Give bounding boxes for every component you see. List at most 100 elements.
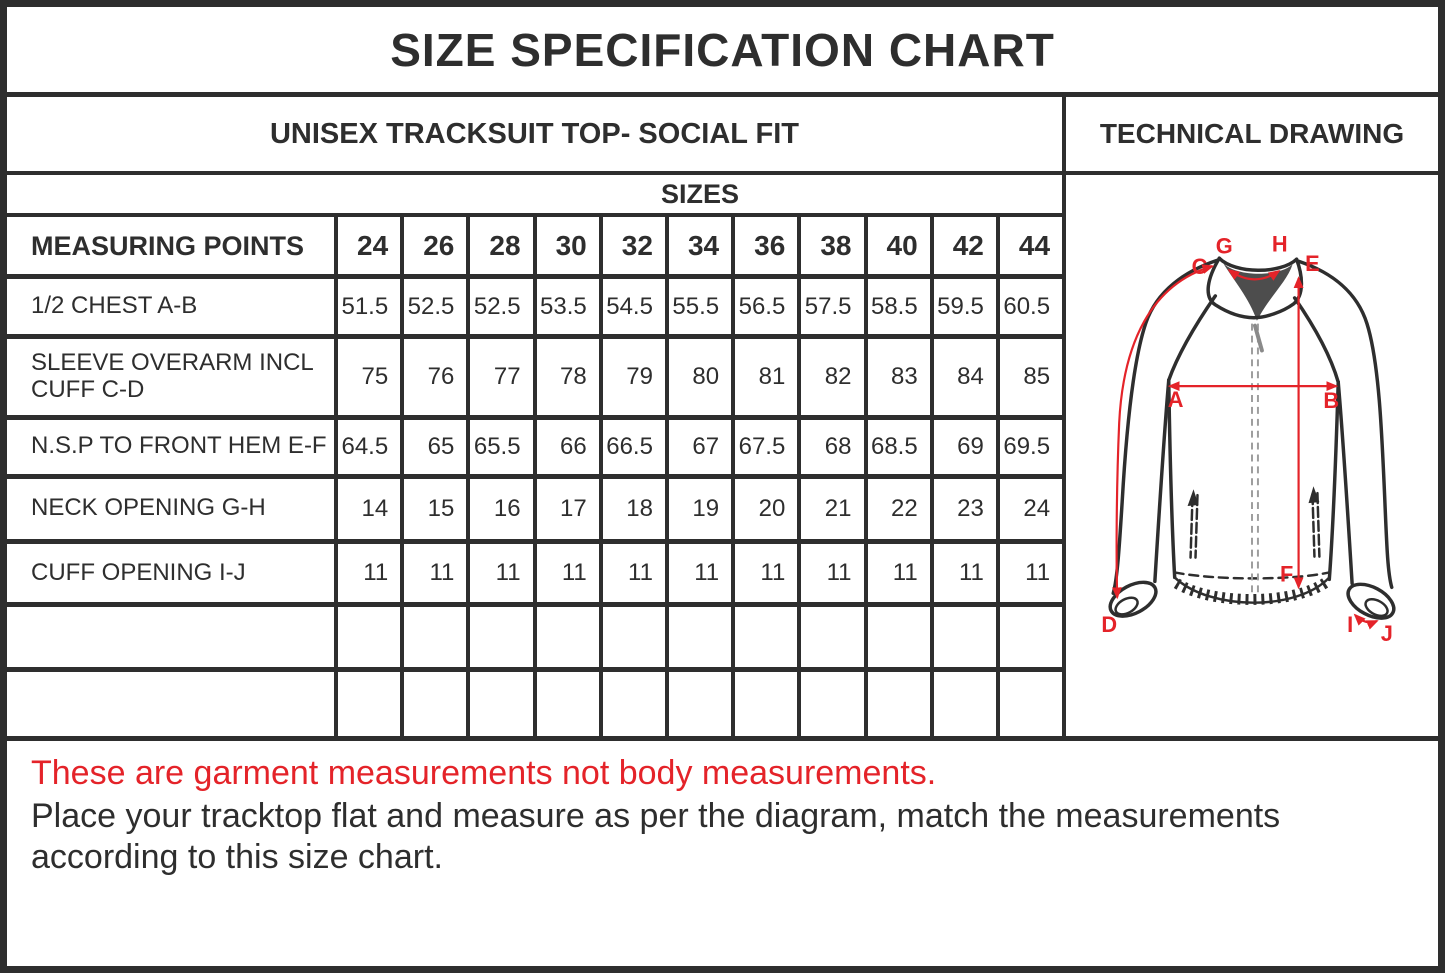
point-label-b: B [1323,388,1339,413]
point-label-h: H [1272,231,1288,256]
measurement-value-cell: 51.5 [334,279,400,334]
measuring-point-label: SLEEVE OVERARM INCL CUFF C-D [31,349,313,403]
zipper-pull [1252,323,1264,353]
measurement-value-cell: 11 [598,543,665,603]
measurement-value-cell: 18 [598,478,665,539]
measuring-instruction: Place your tracktop flat and measure as … [31,796,1281,876]
measurement-value-cell: 78 [532,338,599,416]
size-table: SIZES MEASURING POINTS 24 26 28 30 32 34 36 38 40… [7,175,1062,736]
measure-line-g-h [1227,268,1281,281]
size-column-header: 34 [664,217,731,275]
measurement-value-cell: 11 [929,543,996,603]
measurement-value-cell: 67 [664,420,731,474]
measurement-value-cell: 11 [400,543,466,603]
size-column-header: 36 [731,217,797,275]
measurement-value-cell [863,671,930,736]
left-raglan-seam [1167,294,1218,382]
sizes-header-row: SIZES [7,175,1062,217]
measurement-value-cell: 79 [598,338,665,416]
right-body-side [1327,380,1340,582]
left-sleeve-inner [1153,378,1171,584]
measurement-value-cell: 52.5 [400,279,466,334]
size-column-header: 40 [863,217,930,275]
sizes-header: SIZES [660,179,740,209]
measuring-points-header: MEASURING POINTS [31,230,305,261]
measurement-value-cell: 76 [400,338,466,416]
measurement-value-cell: 85 [995,338,1062,416]
measurement-value-cell: 21 [797,478,863,539]
measurement-value-cell: 24 [995,478,1062,539]
measurement-value-cell: 11 [466,543,532,603]
measuring-point-label: N.S.P TO FRONT HEM E-F [31,432,327,460]
measurement-value-cell: 75 [334,338,400,416]
measuring-point-label: NECK OPENING G-H [31,494,266,522]
right-cuff [1346,582,1396,620]
measurement-value-cell: 11 [731,543,797,603]
measurement-value-cell [598,671,665,736]
point-label-d: D [1101,612,1117,637]
measure-line-c-d [1111,264,1215,600]
measurement-value-cell: 11 [532,543,599,603]
point-label-a: A [1168,387,1184,412]
measurement-value-cell [400,607,466,667]
measurement-value-cell: 20 [731,478,797,539]
point-label-g: G [1216,233,1233,258]
measurement-value-cell: 68.5 [863,420,930,474]
measurement-value-cell [664,671,731,736]
measurement-value-cell [731,607,797,667]
measurement-value-cell: 80 [664,338,731,416]
measurement-value-cell: 11 [995,543,1062,603]
measurement-value-cell: 81 [731,338,797,416]
measuring-point-label: 1/2 CHEST A-B [31,292,198,320]
measurement-value-cell: 53.5 [532,279,599,334]
point-label-j: J [1381,621,1393,646]
right-raglan-seam [1292,296,1340,384]
size-column-header: 38 [797,217,863,275]
measurement-value-cell: 64.5 [334,420,400,474]
table-row: CUFF OPENING I-J 11 11 11 11 11 11 11 11 11 11 11 [7,543,1062,608]
page-title: SIZE SPECIFICATION CHART [7,7,1438,97]
point-label-c: C [1192,254,1208,279]
tracksuit-jacket-diagram: C G H E A B F D I J [1101,231,1396,646]
measurement-value-cell: 68 [797,420,863,474]
point-label-i: I [1347,612,1353,637]
table-row: N.S.P TO FRONT HEM E-F 64.5 65 65.5 66 66.5 67… [7,420,1062,479]
size-column-header: 42 [929,217,996,275]
measure-line-i-j [1353,613,1379,630]
measurement-value-cell [598,607,665,667]
technical-drawing: C G H E A B F D I J [1062,175,1438,736]
measurement-value-cell: 17 [532,478,599,539]
size-column-header: 32 [598,217,665,275]
measurement-value-cell: 67.5 [731,420,797,474]
size-columns-row: MEASURING POINTS 24 26 28 30 32 34 36 38 40 42 44 [7,217,1062,280]
measuring-point-label [7,672,334,736]
size-column-header: 30 [532,217,599,275]
measurement-value-cell: 52.5 [466,279,532,334]
measurement-value-cell: 66 [532,420,599,474]
measurement-value-cell: 15 [400,478,466,539]
measurement-value-cell: 11 [334,543,400,603]
measurement-value-cell [929,671,996,736]
garment-measurement-warning: These are garment measurements not body … [31,754,937,792]
measurement-value-cell: 16 [466,478,532,539]
measurement-value-cell: 65 [400,420,466,474]
measurement-value-cell: 11 [863,543,930,603]
size-column-header: 24 [334,217,400,275]
measurement-value-cell [797,607,863,667]
measurement-value-cell [797,671,863,736]
measurement-value-cell: 11 [797,543,863,603]
measurement-value-cell: 19 [664,478,731,539]
measurement-value-cell: 77 [466,338,532,416]
footer-notes: These are garment measurements not body … [7,741,1438,966]
measurement-value-cell [466,607,532,667]
left-pocket [1187,489,1199,559]
measurement-value-cell: 57.5 [797,279,863,334]
measurement-value-cell: 84 [929,338,996,416]
chart-body: SIZES MEASURING POINTS 24 26 28 30 32 34 36 38 40… [7,175,1438,741]
measurement-value-cell: 22 [863,478,930,539]
measurement-value-cell: 11 [664,543,731,603]
measurement-value-cell: 69 [929,420,996,474]
measurement-value-cell: 14 [334,478,400,539]
hem-ribbing [1173,576,1331,605]
measurement-value-cell: 83 [863,338,930,416]
